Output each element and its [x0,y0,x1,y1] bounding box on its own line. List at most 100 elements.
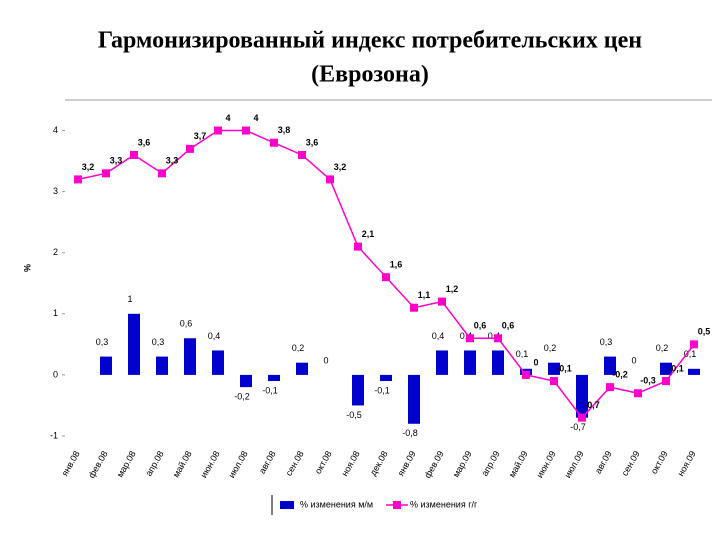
bar-value-label: -0,8 [402,428,418,438]
bar-value-label: 0,1 [516,349,529,359]
x-tick-label: окт.08 [313,449,334,475]
x-tick-label: апр.08 [143,449,165,478]
y-tick-label: -1 [50,430,58,440]
bar-value-label: 0,4 [432,331,445,341]
line-marker [298,150,306,159]
bar-value-label: 0,2 [292,343,305,353]
line-marker [522,370,530,379]
line-value-label: 3,6 [138,137,151,147]
bar [380,374,392,382]
line-marker [410,303,418,312]
x-tick-label: янв.08 [60,449,82,478]
bar [352,374,364,406]
bar-value-label: -0,1 [374,385,390,395]
chart-title: Гармонизированный индекс потребительских… [98,28,642,54]
x-tick-label: апр.09 [479,449,501,478]
y-axis-label: % [22,264,32,272]
bar [688,368,700,375]
x-tick-label: фев.08 [86,449,110,480]
line-value-label: 3,3 [166,156,179,166]
line-marker [662,377,670,386]
line-marker [550,377,558,386]
x-tick-label: июл.09 [562,449,585,479]
bar-value-label: 0,2 [656,343,669,353]
line-marker [382,273,390,282]
x-tick-label: фев.09 [422,449,446,480]
bar-value-label: -0,1 [262,385,278,395]
x-tick-label: окт.09 [649,449,670,475]
bar-value-label: 0,3 [600,337,613,347]
bar-value-label: 0,1 [684,349,697,359]
bar-value-label: -0,5 [346,410,362,420]
legend-swatch [393,501,401,509]
bar [408,374,420,424]
line-value-label: -0,3 [640,376,656,386]
x-tick-label: авг.09 [593,449,614,475]
y-tick-label: 3 [53,186,58,196]
line-marker [466,334,474,343]
x-tick-label: май.09 [507,449,530,479]
bar [660,362,672,375]
bar [464,350,476,375]
x-tick-label: сен.09 [620,449,642,477]
line-value-label: -0,1 [668,363,684,373]
y-tick-label: 1 [53,308,58,318]
y-tick-label: 2 [53,247,58,257]
bar [100,356,112,375]
line-value-label: 2,1 [362,229,375,239]
bar [604,356,616,375]
x-tick-label: ноя.08 [339,449,361,478]
line-marker [242,126,250,135]
line-value-label: -0,1 [556,363,572,373]
legend-label: % изменения м/м [300,499,373,509]
line-marker [494,334,502,343]
bar [240,374,252,388]
x-tick-label: июл.08 [226,449,249,479]
bar-value-label: -0,7 [570,422,586,432]
line-value-label: -0,2 [612,370,628,380]
line-value-label: 0 [533,357,538,367]
bar [268,374,280,382]
line-value-label: 4 [253,113,258,123]
line-marker [158,169,166,178]
bar [128,313,140,375]
x-tick-label: мар.09 [451,449,474,479]
x-tick-label: сен.08 [284,449,306,477]
line-value-label: 3,6 [306,137,319,147]
line-value-label: 0,6 [502,321,515,331]
line-value-label: 4 [225,113,230,123]
line-marker [186,144,194,153]
bar-value-label: 0,2 [544,343,557,353]
line-value-label: 3,7 [194,131,207,141]
bar-value-label: 0,3 [152,337,165,347]
x-tick-label: авг.08 [257,449,278,475]
x-tick-label: янв.09 [396,449,418,478]
line-marker [74,175,82,184]
bar [212,350,224,375]
bar [436,350,448,375]
bar [184,338,196,375]
bar-value-label: 0 [323,355,328,365]
line-value-label: 1,6 [390,260,403,270]
x-tick-label: мар.08 [115,449,138,479]
line-value-label: 3,8 [278,125,291,135]
line-marker [606,383,614,392]
line-value-label: 1,1 [418,290,431,300]
bar [576,374,588,418]
line-marker [102,169,110,178]
bar-value-label: 0,4 [208,331,221,341]
line-value-label: 0,6 [474,321,487,331]
line-marker [270,138,278,147]
x-tick-label: июн.08 [198,449,221,479]
line-marker [634,389,642,398]
bar-value-label: -0,2 [234,392,250,402]
line-marker [326,175,334,184]
x-tick-label: май.08 [171,449,194,479]
chart-subtitle: (Еврозона) [311,62,429,88]
bar-value-label: 0,3 [96,337,109,347]
line-marker [438,297,446,306]
bar [296,362,308,375]
x-tick-label: ноя.09 [675,449,697,478]
line-marker [214,126,222,135]
